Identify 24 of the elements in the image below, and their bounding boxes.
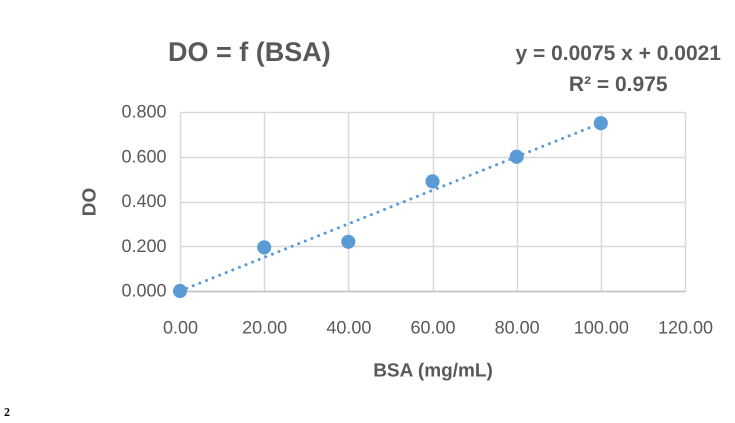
point	[341, 234, 356, 249]
x-tick-label: 80.00	[494, 318, 540, 338]
y-tick-label: 0.800	[121, 102, 166, 122]
x-tick-label: 60.00	[410, 318, 456, 338]
y-axis-title: DO	[79, 188, 100, 216]
x-tick-label: 20.00	[242, 318, 288, 338]
y-tick-label: 0.200	[121, 236, 166, 256]
point	[510, 150, 524, 164]
point	[257, 240, 272, 254]
y-tick-label: 0.000	[121, 280, 166, 300]
x-tick-label: 40.00	[326, 318, 372, 338]
x-axis-title: BSA (mg/mL)	[373, 360, 493, 382]
x-tick-label: 120.00	[658, 318, 714, 338]
y-tick-label: 0.400	[121, 191, 166, 211]
chart-title: DO = f (BSA)	[168, 37, 331, 67]
x-tick-label: 0.00	[162, 318, 198, 338]
text: R² = 0.975	[568, 72, 669, 98]
text: 2	[4, 405, 10, 420]
point	[594, 116, 608, 130]
text: y = 0.0075 x + 0.0021	[515, 41, 721, 67]
point	[172, 284, 188, 298]
y-tick-label: 0.600	[121, 146, 166, 166]
point	[425, 174, 440, 188]
x-tick-label: 100.00	[574, 318, 629, 338]
